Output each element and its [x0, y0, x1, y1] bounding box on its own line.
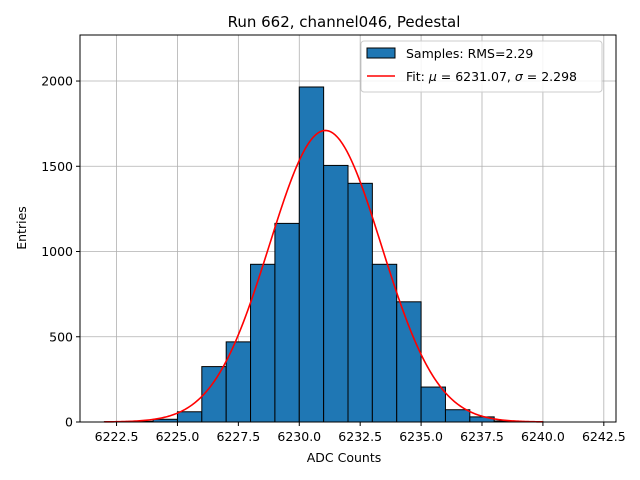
- histogram-bar: [298, 86, 325, 423]
- x-axis-label: ADC Counts: [307, 450, 382, 465]
- y-tick-label: 500: [49, 329, 73, 344]
- legend-swatch-histogram: [366, 47, 396, 59]
- legend-fit-mu-text: = 6231.07,: [437, 69, 515, 84]
- legend-fit-prefix: Fit:: [406, 69, 429, 84]
- legend-fit-sigma-symbol: σ: [515, 69, 524, 84]
- x-tick-label: 6222.5: [95, 429, 139, 444]
- y-tick-label: 2000: [41, 74, 73, 89]
- histogram-bar: [274, 222, 300, 423]
- chart-title: Run 662, channel046, Pedestal: [228, 13, 461, 31]
- x-tick-label: 6230.0: [277, 429, 321, 444]
- fit-curve: [104, 129, 543, 423]
- histogram-bar: [176, 411, 203, 423]
- y-tick-label: 0: [65, 415, 73, 430]
- x-tick-label: 6235.0: [399, 429, 443, 444]
- histogram-bar: [225, 341, 252, 423]
- histogram-bars: [103, 86, 544, 423]
- histogram-bar: [323, 164, 349, 423]
- histogram-bar: [201, 366, 227, 423]
- x-tick-label: 6232.5: [338, 429, 382, 444]
- legend-fit-sigma-text: = 2.298: [523, 69, 577, 84]
- plot-frame: [79, 34, 617, 423]
- y-tick-label: 1000: [41, 244, 73, 259]
- x-tick-label: 6227.5: [216, 429, 260, 444]
- histogram-bar: [250, 263, 276, 423]
- legend-box: [360, 40, 603, 93]
- x-tick-label: 6225.0: [156, 429, 200, 444]
- legend-label-fit: Fit: μ = 6231.07, σ = 2.298: [406, 69, 577, 84]
- histogram-bar: [444, 409, 471, 423]
- legend-fit-mu-symbol: μ: [428, 69, 437, 84]
- y-axis-ticks: 0 500 1000 1500 2000: [41, 74, 80, 430]
- histogram-bar: [420, 386, 446, 423]
- histogram-bar: [347, 182, 373, 423]
- x-tick-label: 6240.0: [521, 429, 565, 444]
- legend: Samples: RMS=2.29 Fit: μ = 6231.07, σ = …: [360, 40, 603, 93]
- legend-label-histogram: Samples: RMS=2.29: [406, 46, 533, 61]
- x-tick-label: 6237.5: [460, 429, 504, 444]
- x-tick-label: 6242.5: [582, 429, 626, 444]
- x-axis-ticks: 6222.5 6225.0 6227.5 6230.0 6232.5 6235.0 6237…: [95, 422, 626, 444]
- histogram-bar: [396, 301, 422, 423]
- histogram-bar: [371, 263, 398, 423]
- y-tick-label: 1500: [41, 159, 73, 174]
- y-axis-label: Entries: [14, 206, 29, 250]
